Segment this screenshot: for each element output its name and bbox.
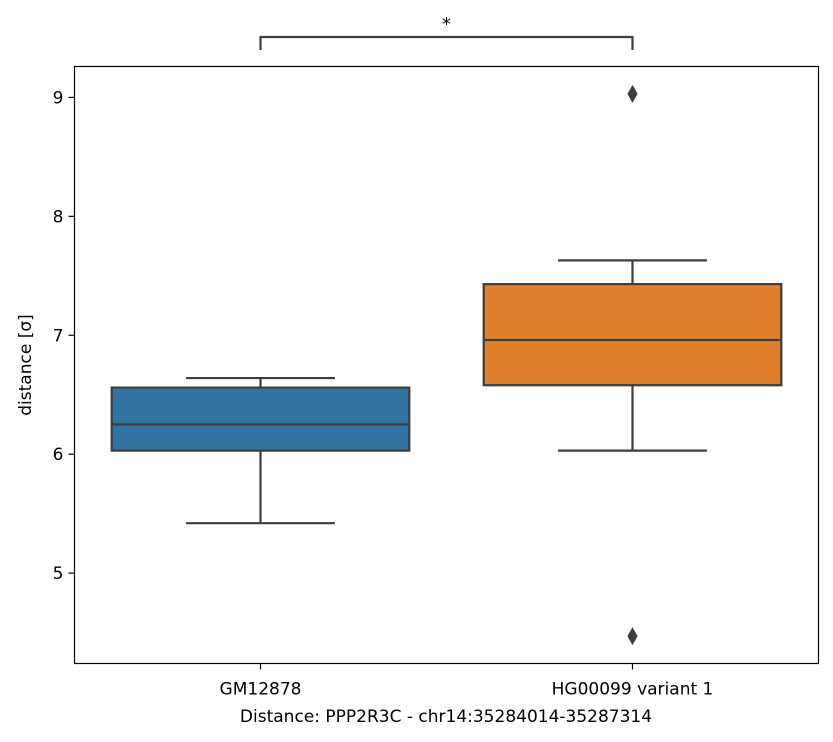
y-tick-label: 9 <box>53 88 64 108</box>
outlier-point <box>627 84 638 103</box>
box-body <box>110 386 411 452</box>
boxes-layer <box>110 84 783 646</box>
box-group <box>110 376 411 525</box>
outlier-point <box>627 627 638 646</box>
significance-bracket <box>259 35 634 50</box>
significance-annotation: * <box>259 14 634 50</box>
x-tick-label: GM12878 <box>220 680 302 700</box>
axes-frame <box>73 65 820 665</box>
significance-label: * <box>442 14 451 35</box>
y-tick-label: 6 <box>53 445 64 465</box>
box-group <box>482 84 783 646</box>
x-axis-label: Distance: PPP2R3C - chr14:35284014-35287… <box>240 707 652 727</box>
y-tick-label: 8 <box>53 207 64 227</box>
y-axis: 5 6 7 8 9 <box>53 88 75 584</box>
x-tick-label: HG00099 variant 1 <box>552 680 714 700</box>
y-tick-label: 5 <box>53 564 64 584</box>
y-tick-label: 7 <box>53 326 64 346</box>
x-axis: GM12878 HG00099 variant 1 <box>220 663 714 700</box>
y-axis-label: distance [σ] <box>16 314 36 415</box>
box-body <box>482 283 783 387</box>
